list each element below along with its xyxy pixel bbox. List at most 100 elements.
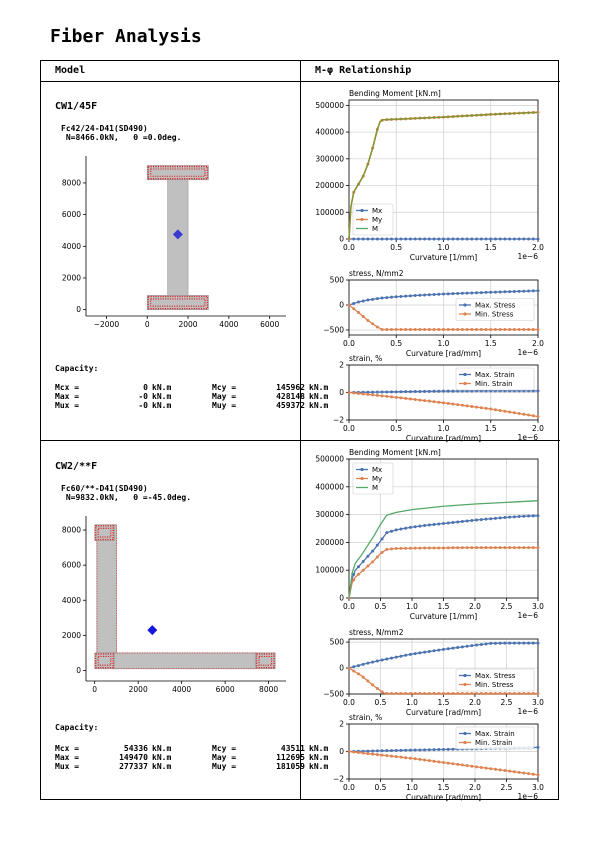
series-point-min	[413, 757, 417, 761]
series-point-max	[380, 390, 384, 394]
legend-marker-min	[463, 740, 467, 745]
case-1-info-2: N=8466.0kN, θ =0.0deg.	[61, 133, 182, 142]
section-rebar-perimeter	[147, 295, 209, 310]
series-point-mx	[399, 237, 403, 241]
y-tick-label: 200000	[315, 538, 344, 547]
series-point-min	[423, 758, 427, 762]
capacity-k1: Max =	[55, 753, 80, 762]
legend-marker-min	[463, 381, 467, 386]
x-axis-exponent: 1e−6	[518, 433, 539, 442]
case-2-info-1: Fc60/**-D41(SD490)	[61, 484, 148, 493]
series-point-max	[465, 291, 469, 295]
legend-label-min: Min. Strain	[475, 380, 513, 388]
legend-marker-mx	[360, 467, 364, 472]
section-rebar-inner	[150, 168, 206, 177]
section-x-tick-label: 4000	[219, 320, 238, 329]
series-point-mx	[366, 237, 370, 241]
series-point-min	[446, 691, 450, 695]
series-point-max	[408, 390, 412, 394]
series-point-my	[479, 546, 483, 550]
section-y-tick-label: 0	[76, 305, 81, 314]
series-point-max	[413, 390, 417, 394]
series-point-max	[394, 295, 398, 299]
subplot-title: strain, %	[349, 713, 382, 722]
series-point-min	[470, 764, 474, 768]
x-axis-label: Curvature [1/mm]	[410, 612, 478, 621]
series-point-min	[527, 772, 531, 776]
y-tick-label: 2	[339, 361, 344, 370]
x-tick-label: 0.0	[343, 783, 355, 792]
series-point-min	[432, 400, 436, 404]
series-point-mx	[503, 516, 507, 520]
capacity-u2: kN.m	[309, 753, 329, 762]
legend-box	[455, 726, 535, 750]
series-point-mx	[404, 526, 408, 530]
series-point-max	[517, 289, 521, 293]
series-point-my	[460, 546, 464, 550]
series-point-mx	[484, 237, 488, 241]
series-point-mx	[536, 514, 540, 518]
series-point-min	[446, 761, 450, 765]
series-point-min	[347, 303, 351, 307]
y-tick-label: −2	[333, 775, 344, 784]
series-point-min	[347, 666, 351, 670]
series-point-max	[371, 390, 375, 394]
series-point-my	[413, 546, 417, 550]
series-point-min	[375, 393, 379, 397]
series-point-mx	[475, 237, 479, 241]
series-point-min	[489, 767, 493, 771]
report-frame: Model M-φ Relationship CW1/45F Fc42/24-D…	[40, 60, 560, 802]
series-point-my	[394, 547, 398, 551]
series-point-min	[493, 691, 497, 695]
series-point-min	[423, 399, 427, 403]
capacity-u2: kN.m	[309, 762, 329, 771]
capacity-k2: Muy =	[212, 762, 237, 771]
capacity-k2: May =	[212, 753, 237, 762]
series-point-my	[437, 546, 441, 550]
x-tick-label: 1.5	[485, 243, 497, 252]
series-point-max	[508, 641, 512, 645]
series-point-min	[465, 691, 469, 695]
section-flange	[146, 165, 209, 181]
section-web	[96, 652, 276, 670]
series-point-min	[503, 409, 507, 413]
series-point-min	[432, 691, 436, 695]
series-point-max	[442, 292, 445, 296]
series-point-max	[442, 389, 445, 393]
series-point-min	[347, 391, 351, 394]
series-point-mx	[394, 237, 398, 241]
series-point-min	[442, 401, 445, 405]
series-point-min	[475, 765, 479, 769]
series-point-mx	[437, 522, 441, 526]
section-y-tick-label: 8000	[62, 526, 81, 535]
series-point-min	[380, 753, 384, 757]
series-point-min	[536, 691, 540, 695]
legend-marker-max	[463, 303, 467, 307]
x-tick-label: 1.0	[406, 698, 418, 707]
case-2-info-2: N=9832.0kN, θ =-45.0deg.	[61, 493, 192, 502]
series-point-max	[423, 650, 427, 654]
series-point-min	[522, 771, 526, 775]
section-web	[96, 524, 117, 670]
series-point-min	[380, 690, 384, 694]
series-point-max	[394, 390, 398, 394]
x-tick-label: 3.0	[532, 783, 544, 792]
capacity-u2: kN.m	[309, 401, 329, 410]
subplot-title: Bending Moment [kN.m]	[349, 448, 441, 457]
series-point-my	[508, 546, 512, 550]
x-tick-label: 1.0	[406, 602, 418, 611]
series-point-mx	[493, 516, 497, 520]
series-point-max	[413, 294, 417, 298]
x-tick-label: 3.0	[532, 602, 544, 611]
series-point-max	[451, 747, 455, 751]
series-point-max	[479, 643, 483, 646]
series-point-max	[437, 292, 441, 296]
series-point-min	[413, 398, 417, 402]
series-point-max	[527, 641, 531, 645]
series-point-mx	[394, 528, 398, 532]
capacity-u1: kN.m	[152, 401, 172, 410]
capacity-u2: kN.m	[309, 744, 329, 753]
x-axis-exponent: 1e−6	[518, 792, 539, 801]
series-point-min	[508, 328, 512, 331]
series-point-min	[371, 322, 375, 326]
